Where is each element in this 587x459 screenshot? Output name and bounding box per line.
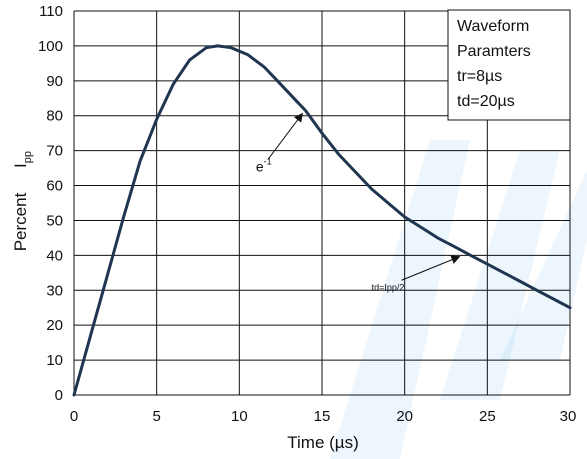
y-tick-label: 30	[46, 282, 63, 299]
curve-layer	[72, 44, 572, 397]
annotation-e-1-label: e-1	[256, 157, 272, 175]
y-tick-label: 50	[46, 212, 63, 229]
legend-line-2: Paramters	[457, 43, 531, 60]
x-tick-label: 10	[231, 408, 248, 425]
annotation-td-arrow	[401, 255, 461, 281]
legend-box: Waveform Paramters tr=8µs td=20µs	[447, 9, 571, 121]
y-tick-label: 90	[46, 73, 63, 90]
x-axis-title: Time (µs)	[287, 433, 359, 452]
y-axis-label-percent: Percent	[11, 192, 30, 251]
y-axis-title: Percent Ipp	[11, 151, 34, 251]
y-tick-label: 60	[46, 178, 63, 195]
y-axis-label-ipp-subscript: pp	[22, 151, 34, 163]
y-tick-label: 0	[55, 387, 63, 404]
legend-line-3: tr=8µs	[457, 68, 502, 85]
annotation-td: td=Ipp/2	[372, 255, 461, 292]
tick-labels: 0 10 20 30 40 50 60 70 80 90 100 110 0 5 10 15 20 25 30	[38, 3, 576, 425]
x-tick-label: 15	[314, 408, 331, 425]
y-tick-label: 100	[38, 38, 63, 55]
x-tick-label: 0	[70, 408, 78, 425]
annotation-td-label: td=Ipp/2	[372, 282, 405, 292]
annotation-e-1-arrow	[267, 112, 304, 160]
y-tick-label: 110	[39, 3, 63, 20]
svg-text:Ipp: Ipp	[11, 151, 34, 168]
y-tick-label: 10	[46, 352, 63, 369]
waveform-curve	[72, 44, 572, 397]
y-tick-label: 80	[46, 108, 63, 125]
x-tick-label: 25	[479, 408, 496, 425]
annotation-e-1: e-1	[256, 112, 304, 175]
y-axis-label-ipp: I	[11, 163, 30, 168]
y-tick-label: 70	[46, 143, 63, 160]
y-tick-label: 40	[46, 247, 63, 264]
grid	[73, 10, 571, 396]
y-tick-label: 20	[46, 317, 63, 334]
legend-line-4: td=20µs	[457, 93, 515, 110]
x-tick-label: 20	[396, 408, 413, 425]
legend-line-1: Waveform	[457, 18, 529, 35]
svg-text:Percent: Percent	[11, 192, 30, 251]
watermark	[330, 140, 587, 459]
x-tick-label: 5	[152, 408, 160, 425]
x-tick-label: 30	[560, 408, 577, 425]
